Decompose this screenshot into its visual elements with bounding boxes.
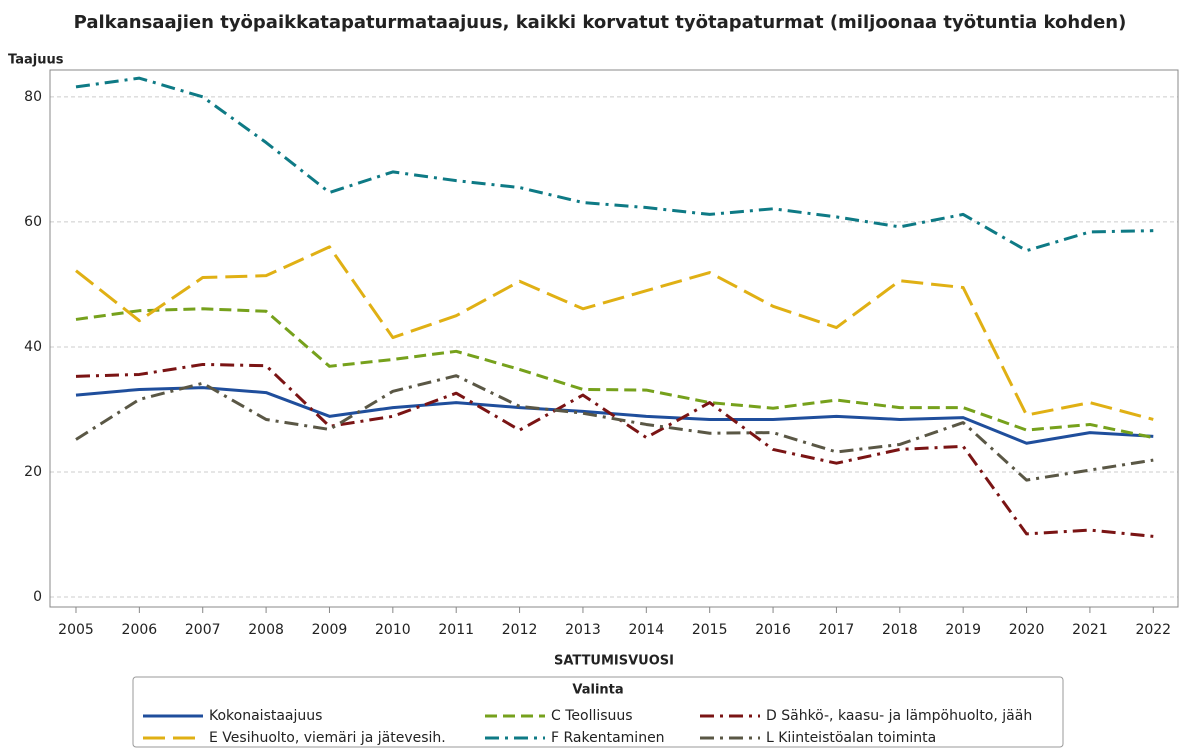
chart-title: Palkansaajien työpaikkatapaturmataajuus,… [74,12,1127,33]
x-tick-label: 2021 [1072,622,1108,638]
x-tick-label: 2019 [945,622,981,638]
series-line [75,245,1154,421]
x-tick-label: 2012 [502,622,538,638]
x-tick-label: 2018 [882,622,918,638]
x-tick-label: 2008 [248,622,284,638]
x-axis-label: SATTUMISVUOSI [554,654,674,669]
x-tick-label: 2013 [565,622,601,638]
x-tick-label: 2007 [185,622,221,638]
y-tick-label: 0 [33,589,42,605]
x-tick-label: 2014 [628,622,664,638]
series-line [75,307,1154,440]
y-axis-label: Taajuus [8,53,64,68]
plot-frame [49,69,1179,608]
x-tick-label: 2016 [755,622,791,638]
series-line [75,374,1154,482]
x-tick-label: 2020 [1009,622,1045,638]
x-tick-label: 2006 [122,622,158,638]
x-tick-label: 2015 [692,622,728,638]
y-tick-label: 20 [24,464,42,480]
x-tick-label: 2011 [438,622,474,638]
series-line [75,362,1154,538]
legend-box [132,676,1064,748]
y-tick-label: 60 [24,214,42,230]
series-line [75,76,1154,253]
legend-label: F Rakentaminen [551,730,665,746]
legend-label: D Sähkö-, kaasu- ja lämpöhuolto, jääh [766,708,1032,724]
legend-label: C Teollisuus [551,708,633,724]
x-tick-label: 2022 [1135,622,1171,638]
legend-label: L Kiinteistöalan toiminta [766,730,936,746]
x-tick-label: 2005 [58,622,94,638]
x-tick-label: 2009 [312,622,348,638]
y-tick-label: 40 [24,339,42,355]
legend-title: Valinta [572,683,623,698]
x-tick-label: 2010 [375,622,411,638]
legend-label: E Vesihuolto, viemäri ja jätevesih. [209,730,446,746]
x-tick-label: 2017 [819,622,855,638]
series-line [75,386,1154,445]
legend-label: Kokonaistaajuus [209,708,322,724]
y-tick-label: 80 [24,89,42,105]
